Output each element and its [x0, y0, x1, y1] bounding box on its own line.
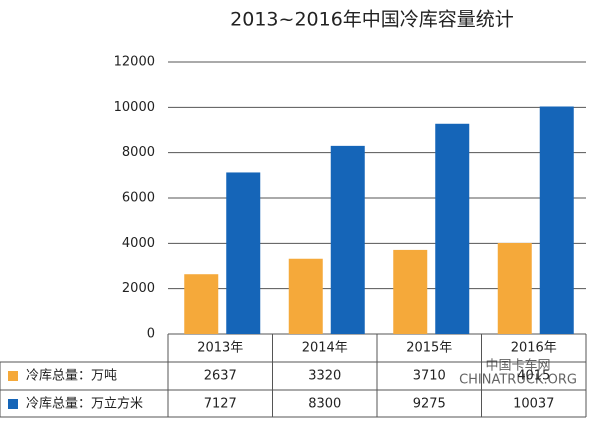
x-tick-label: 2016年 [511, 341, 557, 356]
y-tick-label: 8000 [122, 145, 155, 160]
legend-label: 冷库总量：万吨 [26, 368, 117, 384]
y-tick-label: 12000 [114, 55, 155, 70]
table-value: 10037 [513, 397, 554, 412]
y-tick-label: 0 [147, 327, 155, 342]
y-tick-label: 6000 [122, 191, 155, 206]
table-value: 9275 [413, 397, 446, 412]
bar [288, 258, 323, 334]
table-value: 3710 [413, 369, 446, 384]
legend-swatch [8, 371, 18, 381]
bar [184, 274, 219, 334]
watermark: 中国卡车网 [485, 358, 550, 374]
bar [497, 242, 532, 334]
y-tick-label: 4000 [122, 236, 155, 251]
legend-swatch [8, 399, 18, 409]
x-tick-label: 2013年 [197, 341, 243, 356]
y-tick-label: 10000 [114, 100, 155, 115]
table-value: 8300 [308, 397, 341, 412]
bar [435, 123, 470, 335]
x-tick-label: 2015年 [406, 341, 452, 356]
watermark: CHINATRUCK.ORG [459, 373, 577, 388]
table-value: 2637 [204, 369, 237, 384]
table-value: 3320 [308, 369, 341, 384]
table-value: 7127 [204, 397, 237, 412]
bar [393, 249, 428, 334]
bar [226, 172, 261, 334]
table-value: 4015 [517, 369, 550, 384]
y-tick-label: 2000 [122, 281, 155, 296]
x-tick-label: 2014年 [302, 341, 348, 356]
bar [539, 106, 574, 335]
bar [330, 145, 365, 334]
legend-label: 冷库总量：万立方米 [26, 396, 143, 412]
chart-title: 2013~2016年中国冷库容量统计 [230, 9, 514, 31]
